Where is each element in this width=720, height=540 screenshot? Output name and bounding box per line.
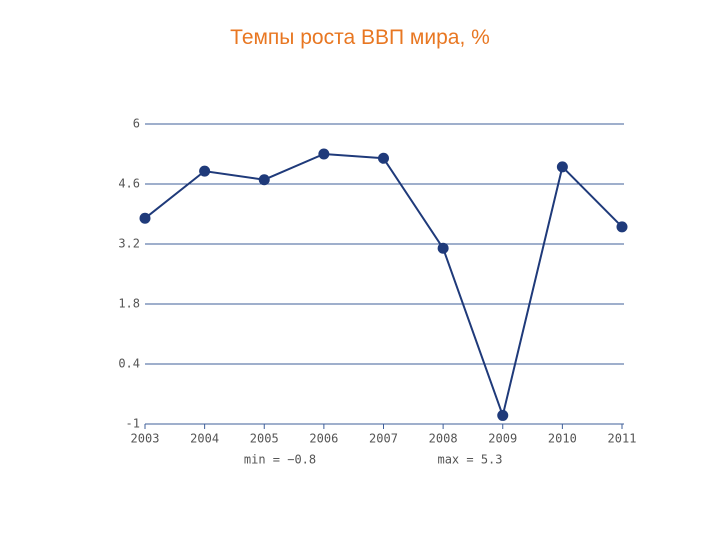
y-tick-label: 6 [133,117,140,131]
point [318,148,330,160]
y-tick-label: 3.2 [118,237,140,251]
x-tick-label: 2009 [488,432,517,446]
x-tick-label: 2011 [608,432,637,446]
y-tick-label: 4.6 [118,177,140,191]
point [437,242,449,254]
line [144,152,623,419]
x-tick-label: 2007 [369,432,398,446]
x-tick-label: 2010 [548,432,577,446]
point [616,221,628,233]
annotation: min = −0.8 [244,453,316,467]
x-tick-label: 2005 [250,432,279,446]
point [139,212,151,224]
y-tick-label: -1 [126,417,140,431]
point [199,165,211,177]
x-tick-label: 2008 [429,432,458,446]
point [258,174,270,186]
annotation: max = 5.3 [437,453,502,467]
x-tick-label: 2006 [309,432,338,446]
point [378,152,389,164]
point [497,409,509,421]
chart-title: Темпы роста ВВП мира, % [230,26,490,49]
x-tick-label: 2003 [131,432,160,446]
y-tick-label: 0.4 [118,357,140,371]
y-tick-label: 1.8 [118,297,140,311]
point [556,161,568,173]
x-tick-label: 2004 [190,432,219,446]
